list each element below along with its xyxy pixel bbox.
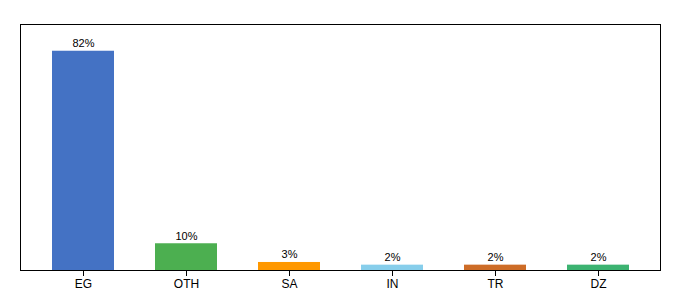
- svg-text:EG: EG: [75, 277, 92, 291]
- svg-text:TR: TR: [488, 277, 504, 291]
- svg-text:2%: 2%: [385, 251, 401, 263]
- svg-text:10%: 10%: [175, 230, 197, 242]
- svg-text:3%: 3%: [282, 248, 298, 260]
- svg-text:IN: IN: [387, 277, 399, 291]
- svg-text:2%: 2%: [488, 251, 504, 263]
- svg-text:DZ: DZ: [591, 277, 607, 291]
- svg-text:2%: 2%: [591, 251, 607, 263]
- svg-text:SA: SA: [281, 277, 297, 291]
- svg-text:OTH: OTH: [174, 277, 199, 291]
- svg-text:82%: 82%: [72, 37, 94, 49]
